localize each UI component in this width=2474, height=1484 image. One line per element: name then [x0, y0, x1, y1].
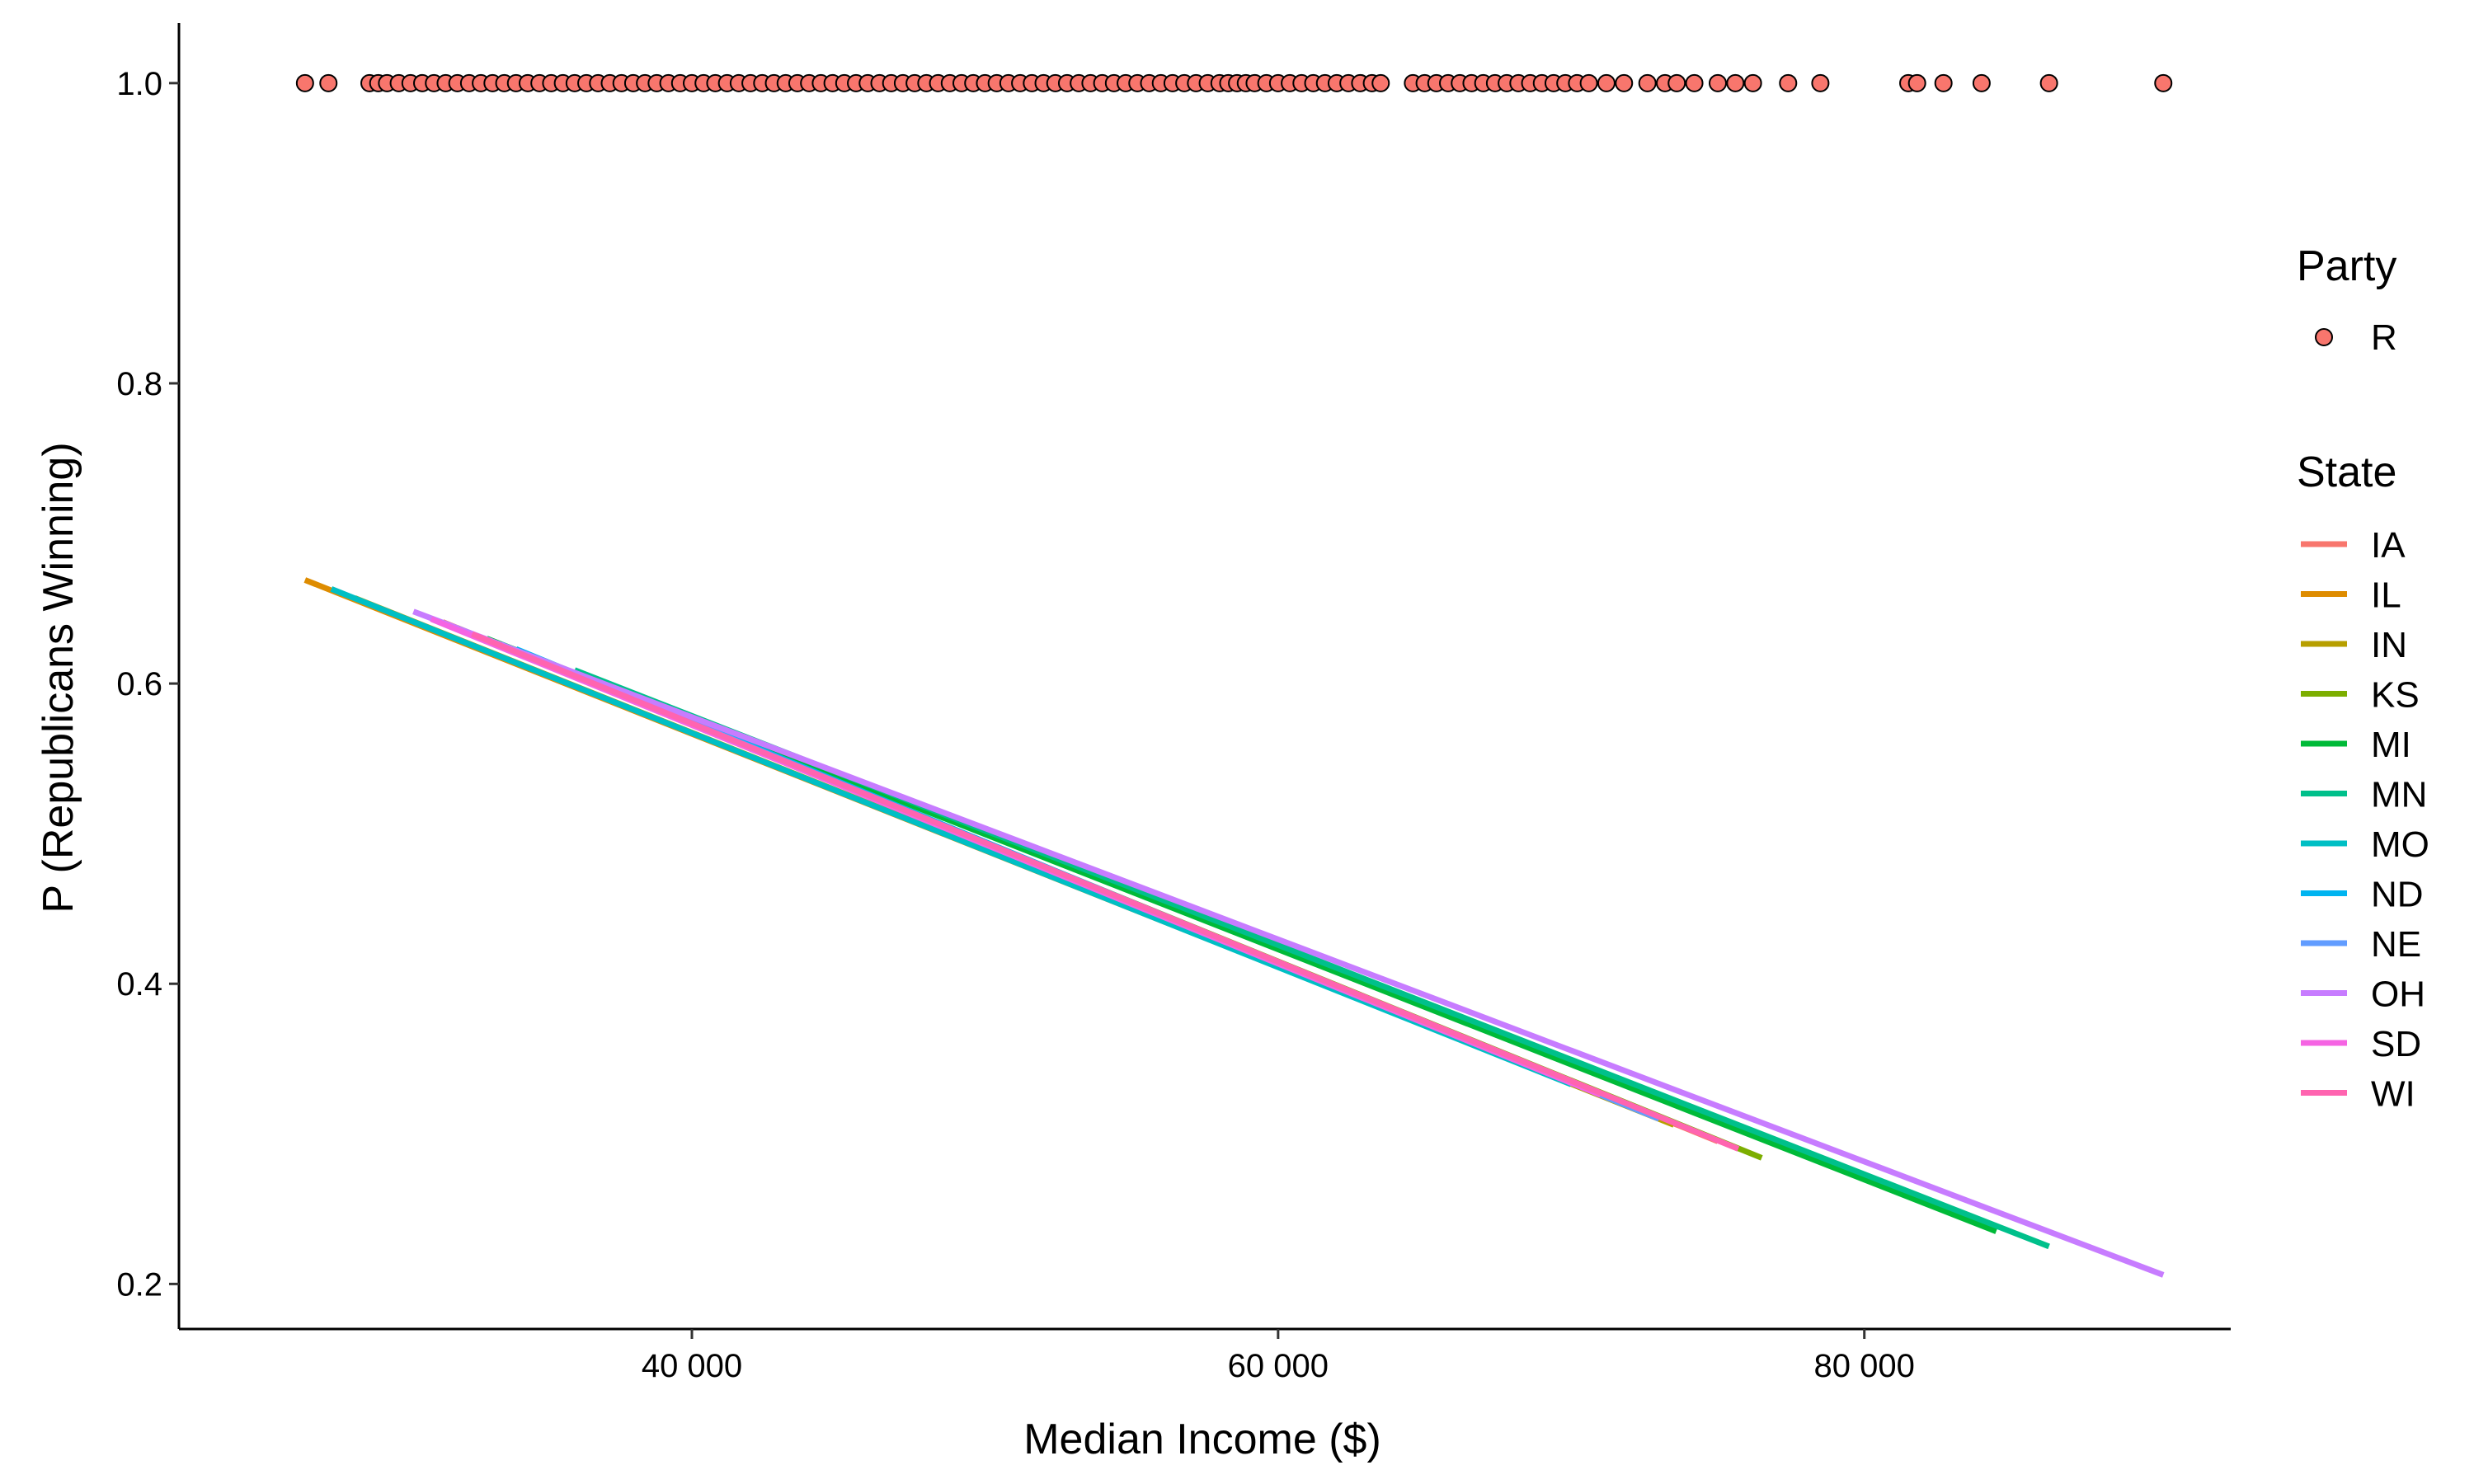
data-point — [1779, 73, 1798, 92]
data-point — [319, 73, 338, 92]
x-tick-label: 60 000 — [1228, 1348, 1329, 1384]
y-tick-label: 0.6 — [116, 666, 162, 702]
data-point — [1597, 73, 1616, 92]
data-point — [1972, 73, 1991, 92]
legend-label-il: IL — [2371, 575, 2401, 616]
data-point — [1371, 73, 1390, 92]
data-point — [1907, 73, 1926, 92]
data-point — [1934, 73, 1953, 92]
legend-label-mi: MI — [2371, 725, 2411, 765]
legend-party-title: Party — [2297, 242, 2396, 290]
legend-label-in: IN — [2371, 625, 2407, 665]
data-point — [1726, 73, 1745, 92]
data-point — [2039, 73, 2058, 92]
x-tick-label: 80 000 — [1814, 1348, 1915, 1384]
series-line-oh — [412, 608, 2165, 1278]
data-point — [2154, 73, 2173, 92]
legend-state-items: IA IL IN KS MI MN MO ND NE OH SD WI — [2301, 525, 2429, 1115]
data-point — [1638, 73, 1657, 92]
legend-label-ia: IA — [2371, 525, 2406, 566]
series-lines — [303, 577, 2165, 1278]
legend-label-ks: KS — [2371, 675, 2420, 716]
x-axis-title: Median Income ($) — [1023, 1416, 1381, 1463]
data-point — [295, 73, 314, 92]
data-point — [1811, 73, 1830, 92]
legend-label-wi: WI — [2371, 1074, 2415, 1115]
legend-party-swatch — [2315, 328, 2333, 346]
data-point — [1709, 73, 1727, 92]
y-tick-label: 0.8 — [116, 366, 162, 402]
data-point — [1579, 73, 1598, 92]
series-line-wi — [471, 631, 1740, 1152]
x-tick-label: 40 000 — [642, 1348, 742, 1384]
scatter-points — [295, 73, 2173, 92]
data-point — [1615, 73, 1634, 92]
legend-state-title: State — [2297, 448, 2396, 496]
legend-state: State IA IL IN KS MI MN MO ND NE OH SD WI — [2297, 448, 2429, 1115]
y-tick-label: 0.2 — [116, 1266, 162, 1303]
y-tick-label: 0.4 — [116, 966, 162, 1003]
data-point — [1743, 73, 1762, 92]
legend-party-label: R — [2371, 317, 2397, 358]
y-axis-ticks: 0.2 0.4 0.6 0.8 1.0 — [116, 66, 179, 1303]
data-point — [1667, 73, 1686, 92]
legend-label-mo: MO — [2371, 824, 2429, 865]
legend-party: Party R — [2297, 242, 2397, 358]
legend-label-sd: SD — [2371, 1024, 2421, 1064]
x-axis-ticks: 40 000 60 000 80 000 — [642, 1329, 1915, 1384]
y-axis-title: P (Republicans Winning) — [35, 442, 82, 913]
legend-label-mn: MN — [2371, 775, 2427, 815]
legend-label-ne: NE — [2371, 924, 2421, 965]
data-point — [1685, 73, 1704, 92]
y-tick-label: 1.0 — [116, 66, 162, 102]
legend-label-oh: OH — [2371, 974, 2425, 1015]
legend-label-nd: ND — [2371, 875, 2424, 915]
